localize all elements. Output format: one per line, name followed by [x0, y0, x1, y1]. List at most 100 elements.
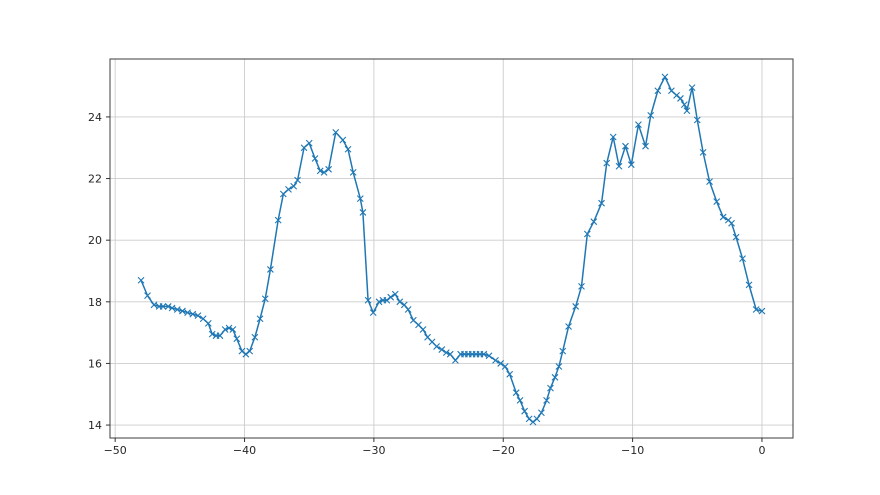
data-point-marker: [516, 397, 524, 404]
data-point-marker: [485, 352, 493, 360]
x-tick-label: 0: [758, 444, 765, 457]
data-point-marker: [359, 209, 367, 216]
data-point-marker: [603, 159, 611, 167]
data-point-marker: [339, 136, 347, 144]
data-point-marker: [609, 133, 617, 141]
data-point-marker: [572, 303, 580, 310]
data-point-marker: [294, 176, 301, 184]
data-point-marker: [344, 145, 352, 153]
data-point-marker: [137, 276, 145, 284]
data-point-marker: [375, 298, 383, 306]
data-point-marker: [728, 219, 735, 227]
data-point-marker: [529, 418, 537, 426]
data-point-marker: [732, 233, 740, 241]
data-point-marker: [229, 326, 237, 333]
data-point-marker: [506, 370, 514, 378]
plot-area: [110, 59, 793, 438]
data-point-marker: [497, 360, 505, 367]
data-point-marker: [356, 195, 364, 202]
data-point-marker: [446, 350, 454, 358]
y-tick-label: 16: [88, 357, 102, 370]
data-point-marker: [533, 415, 541, 423]
data-point-marker: [194, 312, 202, 320]
data-point-marker: [680, 101, 688, 108]
data-point-marker: [369, 309, 377, 316]
data-point-marker: [383, 296, 391, 304]
data-point-marker: [419, 326, 427, 333]
data-point-marker: [225, 324, 233, 332]
data-point-marker: [480, 350, 488, 358]
data-point-marker: [647, 112, 655, 119]
data-point-marker: [242, 350, 250, 358]
data-point-marker: [521, 407, 528, 415]
data-point-marker: [555, 363, 563, 370]
data-point-marker: [693, 116, 701, 124]
data-point-marker: [251, 333, 259, 341]
y-tick-label: 20: [88, 234, 102, 247]
data-point-marker: [615, 162, 623, 170]
data-point-marker: [216, 332, 224, 340]
data-point-marker: [233, 335, 241, 343]
data-point-marker: [661, 73, 669, 81]
data-point-marker: [451, 356, 459, 364]
data-point-marker: [578, 283, 585, 290]
data-point-marker: [438, 346, 446, 353]
data-point-marker: [204, 319, 212, 327]
data-point-marker: [525, 415, 533, 423]
data-point-marker: [654, 87, 662, 95]
data-point-marker: [274, 216, 282, 224]
data-point-marker: [713, 198, 721, 206]
data-point-marker: [583, 230, 591, 238]
data-point-marker: [349, 169, 357, 176]
x-tick-label: −50: [104, 444, 127, 457]
axes-border: [109, 58, 794, 439]
data-point-marker: [332, 128, 340, 136]
data-point-marker: [311, 155, 319, 162]
data-point-marker: [688, 84, 696, 92]
data-point-marker: [208, 330, 216, 338]
data-point-marker: [565, 323, 572, 330]
data-point-marker: [364, 296, 372, 304]
y-tick-label: 24: [88, 111, 102, 124]
data-point-marker: [256, 315, 264, 323]
data-point-marker: [699, 148, 707, 156]
data-point-marker: [150, 301, 158, 309]
data-point-marker: [745, 281, 753, 289]
data-point-marker: [673, 91, 680, 99]
data-point-marker: [551, 373, 559, 381]
data-point-marker: [285, 185, 292, 193]
data-point-marker: [387, 293, 395, 301]
x-tick-label: −10: [621, 444, 644, 457]
x-tick-label: −20: [492, 444, 515, 457]
data-point-marker: [168, 304, 176, 312]
data-point-marker: [316, 167, 324, 175]
data-point-marker: [164, 303, 172, 310]
data-point-marker: [396, 298, 404, 306]
data-point-marker: [635, 121, 642, 129]
data-point-marker: [144, 292, 151, 300]
data-point-marker: [683, 107, 691, 115]
data-point-marker: [538, 409, 545, 417]
data-point-marker: [238, 347, 246, 355]
data-point-marker: [512, 389, 520, 397]
data-point-marker: [590, 218, 598, 226]
data-point-marker: [290, 182, 298, 190]
data-point-marker: [739, 255, 746, 263]
data-point-marker: [221, 326, 229, 333]
data-point-marker: [189, 310, 197, 318]
data-point-marker: [246, 347, 254, 355]
data-point-marker: [758, 307, 766, 315]
data-point-marker: [543, 397, 550, 404]
data-point-marker: [752, 306, 760, 313]
y-tick-label: 18: [88, 296, 102, 309]
data-point-marker: [184, 309, 191, 316]
data-point-marker: [547, 384, 554, 392]
data-point-marker: [492, 356, 499, 364]
x-tick-label: −40: [233, 444, 256, 457]
data-point-marker: [706, 178, 713, 186]
data-point-marker: [433, 343, 441, 350]
data-point-marker: [320, 169, 328, 176]
data-point-marker: [598, 199, 605, 207]
